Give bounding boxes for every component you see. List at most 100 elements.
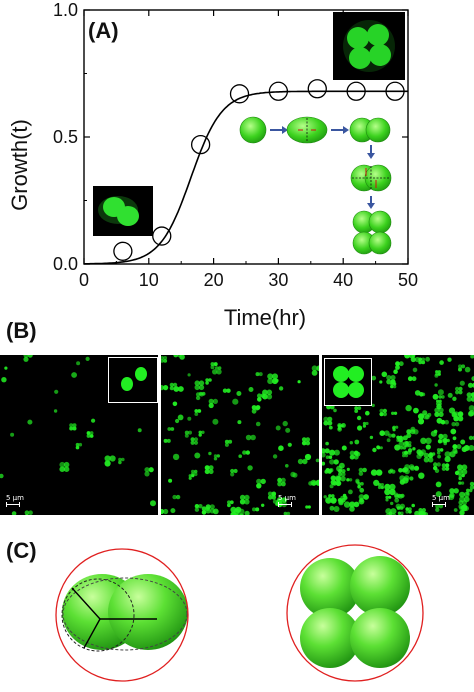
cell-spot [379, 412, 384, 417]
cell-spot [336, 465, 343, 472]
cell-spot [421, 511, 426, 515]
cell-spot [423, 452, 430, 459]
cell-spot [276, 499, 281, 504]
cell-spot [27, 419, 33, 425]
data-point [268, 81, 289, 101]
cell-spot [208, 398, 214, 404]
cell-spot [437, 454, 441, 459]
scale-bar-3: 5 μm [432, 494, 450, 507]
cell-spot [118, 457, 122, 462]
cell-spot [316, 365, 319, 372]
cell-spot [305, 505, 309, 509]
cell-spot [395, 365, 400, 370]
x-tick-label: 40 [333, 270, 353, 290]
cell-spot [420, 437, 427, 444]
cell-spot [277, 477, 282, 483]
cell-spot [4, 366, 8, 370]
cell-spot [238, 508, 245, 515]
cell-spot [371, 375, 377, 381]
cell-spot [338, 472, 343, 477]
cell-spot [282, 420, 288, 427]
cell-spot [423, 457, 430, 463]
cell-spot [394, 444, 401, 451]
cell-spot [452, 396, 457, 401]
cell-spot [191, 469, 195, 474]
cell-spot [405, 443, 409, 448]
cell-spot [331, 494, 335, 498]
cell-spot [272, 373, 278, 380]
cell-spot [168, 478, 173, 483]
cell-spot [369, 435, 374, 440]
cell-spot [384, 430, 390, 436]
cell-spot [193, 469, 198, 474]
cell-spot [408, 510, 412, 514]
cell-spot [328, 425, 333, 430]
cell-spot [237, 420, 242, 425]
cell-spot [209, 504, 215, 510]
cell-spot [434, 411, 440, 417]
cell-spot [398, 441, 405, 447]
cell-spot [233, 468, 238, 474]
cell-spot [161, 356, 165, 360]
cell-spot [385, 498, 389, 502]
cell-spot [385, 508, 392, 515]
cell-spot [343, 501, 351, 508]
cell-spot [357, 484, 361, 489]
cell-spot [76, 361, 81, 366]
cell-spot [184, 433, 189, 438]
cell-spot [458, 500, 464, 505]
cell-spot [256, 483, 262, 489]
cell-spot [327, 420, 333, 426]
cell-spot [85, 356, 90, 361]
cell-spot [329, 484, 334, 489]
cell-spot [395, 361, 400, 367]
cell-spot [436, 451, 441, 455]
cell-spot [407, 441, 412, 445]
cell-spot [348, 478, 353, 482]
cell-spot [389, 483, 396, 491]
cell-spot [444, 419, 449, 425]
cell-spot [214, 366, 219, 370]
cell-spot [194, 409, 199, 413]
cell-spot [377, 483, 382, 487]
cell-spot [457, 411, 464, 417]
cell-spot [256, 478, 262, 485]
cell-spot [434, 373, 439, 378]
cell-spot [251, 408, 257, 414]
cell-spot [208, 451, 212, 456]
cell-spot [109, 455, 116, 462]
cell-spot [333, 459, 339, 465]
cell-spot [354, 406, 359, 410]
cell-spot [362, 467, 367, 473]
cell-spot [248, 387, 254, 392]
cell-spot [353, 454, 359, 460]
cell-spot [23, 356, 29, 362]
cell-spot [438, 395, 442, 399]
cell-spot [217, 366, 222, 370]
micrograph-2: 5 μm [161, 355, 319, 515]
cell-spot [188, 476, 192, 480]
cell-spot [209, 508, 215, 514]
scale-bar-2-label: 5 μm [278, 494, 296, 502]
cell-spot [194, 384, 200, 391]
cell-spot [72, 423, 77, 428]
bounding-circle-1 [55, 548, 189, 682]
cell-spot [330, 479, 336, 485]
cell-spot [337, 426, 342, 432]
cell-spot [208, 469, 214, 475]
diplococcus-model [55, 548, 189, 682]
cell-spot [363, 494, 369, 500]
cell-spot [267, 378, 274, 385]
cell-spot [194, 380, 200, 386]
cell-spot [391, 433, 396, 438]
cell-spot [144, 471, 150, 477]
data-point [190, 134, 211, 155]
cell-spot [436, 399, 440, 403]
cell-spot [161, 359, 165, 363]
cell-spot [228, 439, 233, 444]
cell-spot [330, 497, 337, 504]
cell-spot [75, 442, 80, 447]
cell-spot [437, 370, 441, 374]
cell-spot [389, 488, 396, 496]
cell-spot [453, 508, 458, 512]
